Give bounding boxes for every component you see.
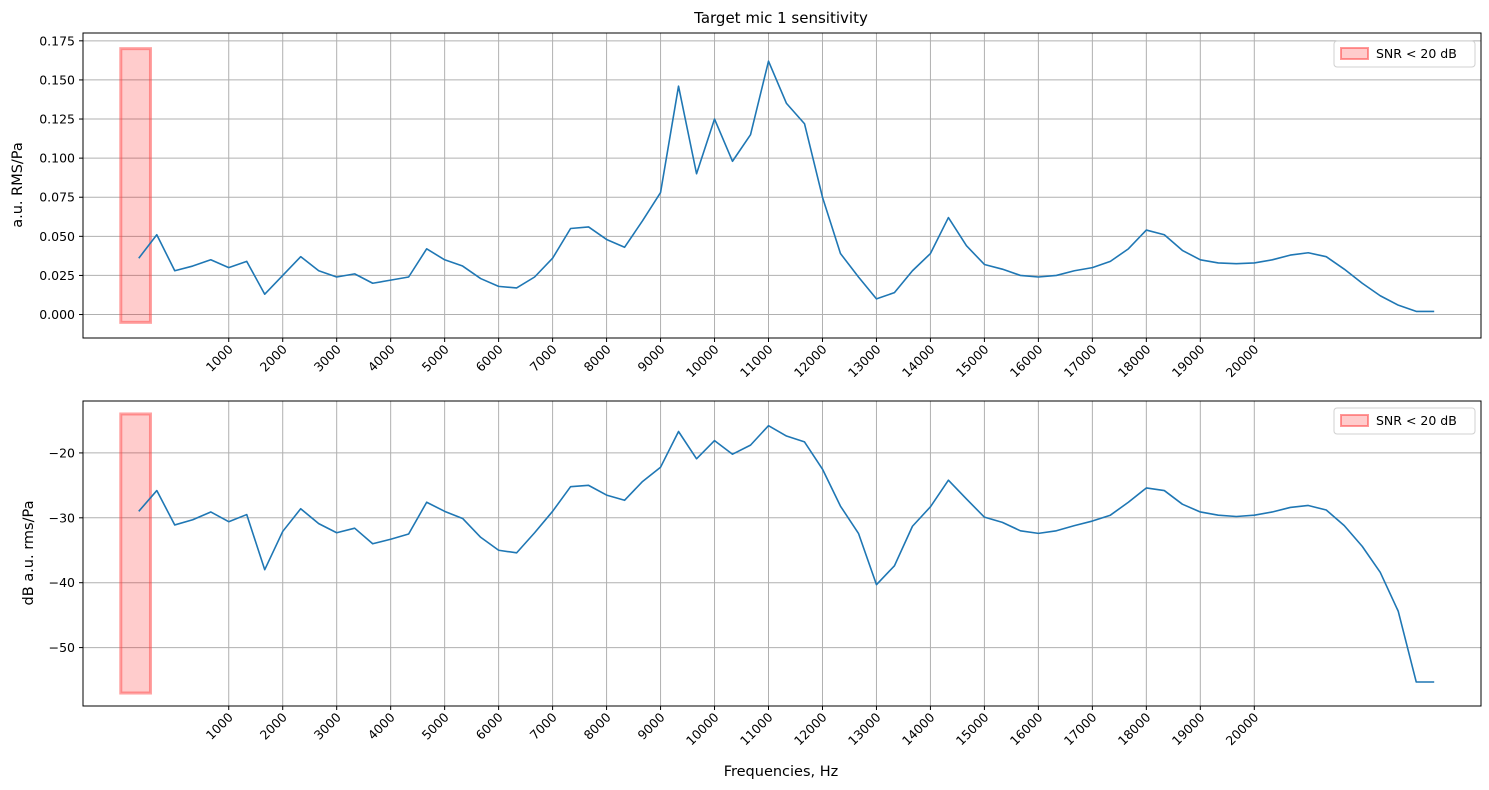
legend: SNR < 20 dB — [1333, 40, 1476, 68]
plot-area — [83, 401, 1481, 706]
series-line — [138, 60, 1435, 313]
sensitivity-linear-panel: Target mic 1 sensitivity 1000 2000 3000 400… — [10, 9, 1482, 380]
legend: SNR < 20 dB — [1333, 407, 1476, 435]
series-line — [138, 424, 1435, 683]
axes-frame — [82, 400, 1482, 707]
y-tick-label: −50 — [49, 640, 75, 655]
y-axis-ticks: −50 −40 −30 −20 — [49, 445, 83, 655]
y-tick-label: 0.075 — [39, 190, 75, 205]
y-tick-label: −30 — [49, 510, 75, 525]
sensitivity-db-series-line — [138, 424, 1435, 683]
legend-box — [1333, 407, 1476, 435]
y-tick-label: 0.175 — [39, 33, 75, 48]
sensitivity-db-panel: 1000 2000 3000 4000 5000 6000 7000 8000 9000 1000… — [21, 400, 1482, 780]
plot-area — [83, 33, 1481, 338]
y-tick-label: 0.125 — [39, 112, 75, 127]
y-tick-label: 0.000 — [39, 307, 75, 322]
grid-lines — [83, 33, 1481, 338]
y-tick-label: 0.100 — [39, 151, 75, 166]
snr-shaded-region — [119, 47, 152, 324]
sensitivity-series-line — [138, 60, 1435, 313]
legend-label: SNR < 20 dB — [1376, 413, 1457, 428]
snr-shaded-region — [119, 412, 152, 695]
y-axis-label: a.u. RMS/Pa — [10, 142, 26, 228]
y-tick-label: 0.025 — [39, 268, 75, 283]
y-axis-ticks: 0.000 0.025 0.050 0.075 0.100 0.125 0.150 0.175 — [39, 33, 83, 322]
legend-label: SNR < 20 dB — [1376, 46, 1457, 61]
legend-swatch — [1340, 414, 1369, 427]
x-axis-label: Frequencies, Hz — [724, 764, 839, 780]
legend-swatch — [1340, 47, 1369, 60]
y-axis-label: dB a.u. rms/Pa — [21, 501, 37, 606]
snr-region-rect — [119, 47, 152, 324]
axes-frame — [82, 32, 1482, 339]
chart-title: Target mic 1 sensitivity — [693, 9, 868, 27]
y-tick-label: 0.150 — [39, 72, 75, 87]
y-tick-label: −20 — [49, 445, 75, 460]
grid-lines — [83, 401, 1481, 706]
legend-box — [1333, 40, 1476, 68]
snr-region-rect — [119, 412, 152, 695]
y-tick-label: 0.050 — [39, 229, 75, 244]
y-tick-label: −40 — [49, 575, 75, 590]
